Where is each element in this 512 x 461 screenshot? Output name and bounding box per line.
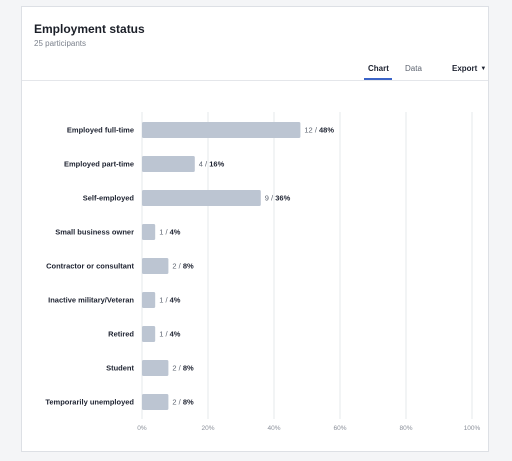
category-label: Contractor or consultant	[46, 262, 134, 271]
data-label: 2 / 8%	[172, 364, 194, 373]
category-label: Employed full-time	[67, 126, 134, 135]
bar	[142, 190, 261, 206]
employment-status-card: Employment status 25 participants Chart …	[21, 6, 489, 452]
export-label: Export	[452, 64, 478, 73]
data-label: 1 / 4%	[159, 330, 181, 339]
active-tab-indicator	[364, 78, 392, 80]
data-label: 2 / 8%	[172, 262, 194, 271]
x-tick-label: 40%	[267, 425, 280, 432]
bar-chart: 0% 20% 40% 60% 80% 100% Employed full-time 12 /…	[45, 112, 481, 432]
bar	[142, 360, 169, 376]
data-label: 4 / 16%	[199, 160, 225, 169]
x-tick-label: 20%	[201, 425, 214, 432]
bar	[142, 394, 169, 410]
x-tick-label: 100%	[464, 425, 481, 432]
category-label: Student	[106, 364, 134, 373]
x-tick-label: 60%	[333, 425, 346, 432]
bar	[142, 326, 156, 342]
participant-count: 25 participants	[34, 39, 87, 48]
bar	[142, 122, 301, 138]
category-label: Employed part-time	[64, 160, 134, 169]
data-label: 12 / 48%	[304, 126, 334, 135]
category-label: Temporarily unemployed	[45, 398, 134, 407]
bar	[142, 156, 195, 172]
data-label: 1 / 4%	[159, 228, 181, 237]
export-button[interactable]: Export ▼	[452, 64, 486, 73]
data-label: 2 / 8%	[172, 398, 194, 407]
tab-chart[interactable]: Chart	[368, 64, 389, 73]
x-tick-label: 80%	[399, 425, 412, 432]
category-label: Retired	[108, 330, 134, 339]
chevron-down-icon: ▼	[480, 66, 487, 72]
card-title: Employment status	[34, 22, 145, 36]
category-label: Small business owner	[55, 228, 134, 237]
data-label: 1 / 4%	[159, 296, 181, 305]
x-tick-label: 0%	[137, 425, 147, 432]
bar	[142, 258, 169, 274]
category-label: Self-employed	[83, 194, 135, 203]
data-label: 9 / 36%	[265, 194, 291, 203]
tab-data[interactable]: Data	[405, 64, 422, 73]
category-label: Inactive military/Veteran	[48, 296, 134, 305]
bar	[142, 292, 156, 308]
header-divider	[22, 80, 488, 81]
bar	[142, 224, 156, 240]
